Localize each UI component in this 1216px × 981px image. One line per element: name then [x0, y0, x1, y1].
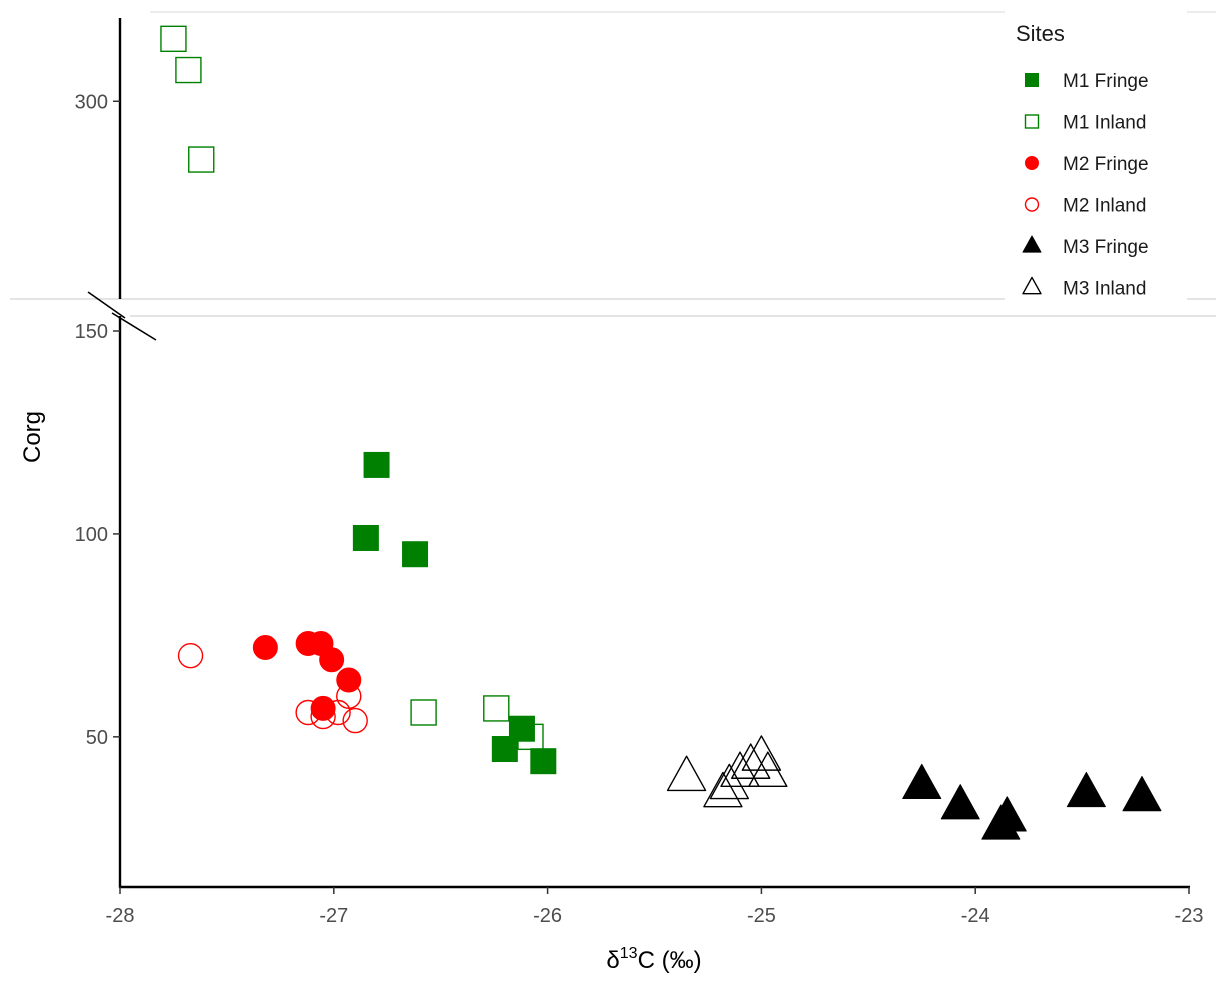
data-point-m1-fringe: [363, 451, 390, 478]
data-point-m1-inland: [175, 56, 202, 84]
legend-label: M1 Fringe: [1063, 71, 1149, 92]
data-point-m2-inland: [342, 707, 368, 734]
data-point-m2-fringe: [336, 667, 362, 693]
data-point-m1-inland: [160, 25, 187, 53]
x-axis-title: δ13C (‰): [606, 945, 701, 974]
legend-label: M3 Fringe: [1063, 237, 1149, 258]
x-tick-label: -28: [106, 905, 135, 927]
legend-item-m2-fringe: M2 Fringe: [1025, 154, 1149, 175]
data-point-m3-fringe: [902, 763, 942, 800]
legend-key-m3-inland: [1022, 276, 1042, 295]
axis-break-mark-upper: [87, 291, 126, 319]
data-point-m2-fringe: [319, 647, 345, 673]
data-point-m3-inland: [741, 735, 782, 771]
data-point-m2-fringe: [310, 695, 336, 721]
legend-label: M2 Fringe: [1063, 154, 1149, 175]
legend-key-m1-fringe: [1025, 73, 1039, 87]
axis-break-mark-lower: [111, 312, 157, 341]
axes: -28 -27 -26 -25 -24 -23 50 100 150 300: [75, 18, 1204, 927]
data-point-m1-inland: [188, 146, 215, 173]
legend-key-m1-inland: [1024, 114, 1040, 129]
data-point-m3-fringe: [1122, 776, 1162, 812]
data-point-m1-inland: [483, 695, 510, 722]
data-point-m3-fringe: [987, 796, 1027, 832]
data-point-m1-fringe: [530, 748, 557, 775]
data-point-m1-inland: [410, 699, 437, 726]
x-tick-label: -25: [747, 905, 776, 927]
series-m1-inland: [160, 25, 544, 751]
legend-item-m1-fringe: M1 Fringe: [1025, 71, 1149, 92]
legend-label: M3 Inland: [1063, 279, 1146, 300]
legend-item-m1-inland: M1 Inland: [1024, 113, 1146, 134]
series-m3-inland: [666, 735, 788, 808]
legend-key-m2-fringe: [1025, 156, 1039, 170]
data-point-m3-inland: [666, 755, 707, 792]
data-point-m2-fringe: [252, 635, 278, 661]
data-point-m2-inland: [177, 642, 204, 669]
y-tick-label: 300: [75, 91, 108, 113]
data-point-m3-inland: [703, 771, 743, 808]
x-axis-title-superscript: 13: [620, 945, 638, 962]
data-point-m3-inland: [720, 751, 760, 788]
legend-item-m2-inland: M2 Inland: [1024, 196, 1146, 217]
legend-label: M2 Inland: [1063, 196, 1146, 217]
legend-item-m3-fringe: M3 Fringe: [1022, 235, 1149, 258]
data-point-m1-fringe: [491, 736, 518, 763]
legend: Sites M1 Fringe M1 Inland M2 Fringe M2 Inlan…: [1005, 8, 1187, 306]
series-m3-fringe: [902, 763, 1162, 840]
x-tick-label: -26: [533, 905, 562, 927]
y-tick-label: 100: [75, 524, 108, 546]
y-axis-title: Corg: [19, 411, 46, 463]
x-tick-label: -27: [319, 905, 348, 927]
x-tick-label: -23: [1175, 905, 1204, 927]
legend-key-m2-inland: [1024, 197, 1040, 212]
data-point-m1-fringe: [402, 541, 429, 568]
legend-label: M1 Inland: [1063, 113, 1146, 134]
series-m1-fringe: [352, 451, 557, 775]
y-tick-label: 150: [75, 321, 108, 343]
data-point-m3-inland: [709, 763, 750, 800]
data-points: [160, 25, 1162, 840]
data-point-m3-inland: [748, 751, 788, 788]
x-tick-label: -24: [961, 905, 990, 927]
data-point-m3-inland: [731, 743, 771, 779]
data-point-m1-fringe: [352, 524, 379, 551]
y-tick-label: 50: [86, 727, 108, 749]
data-point-m3-fringe: [1066, 771, 1106, 808]
x-axis-title-rest: C (‰): [638, 947, 702, 974]
legend-item-m3-inland: M3 Inland: [1022, 276, 1146, 300]
data-point-m3-fringe: [940, 784, 980, 820]
legend-key-m3-fringe: [1022, 235, 1042, 253]
x-axis-title-delta: δ: [606, 947, 619, 974]
legend-title: Sites: [1016, 21, 1065, 46]
series-m2-fringe: [252, 630, 362, 721]
